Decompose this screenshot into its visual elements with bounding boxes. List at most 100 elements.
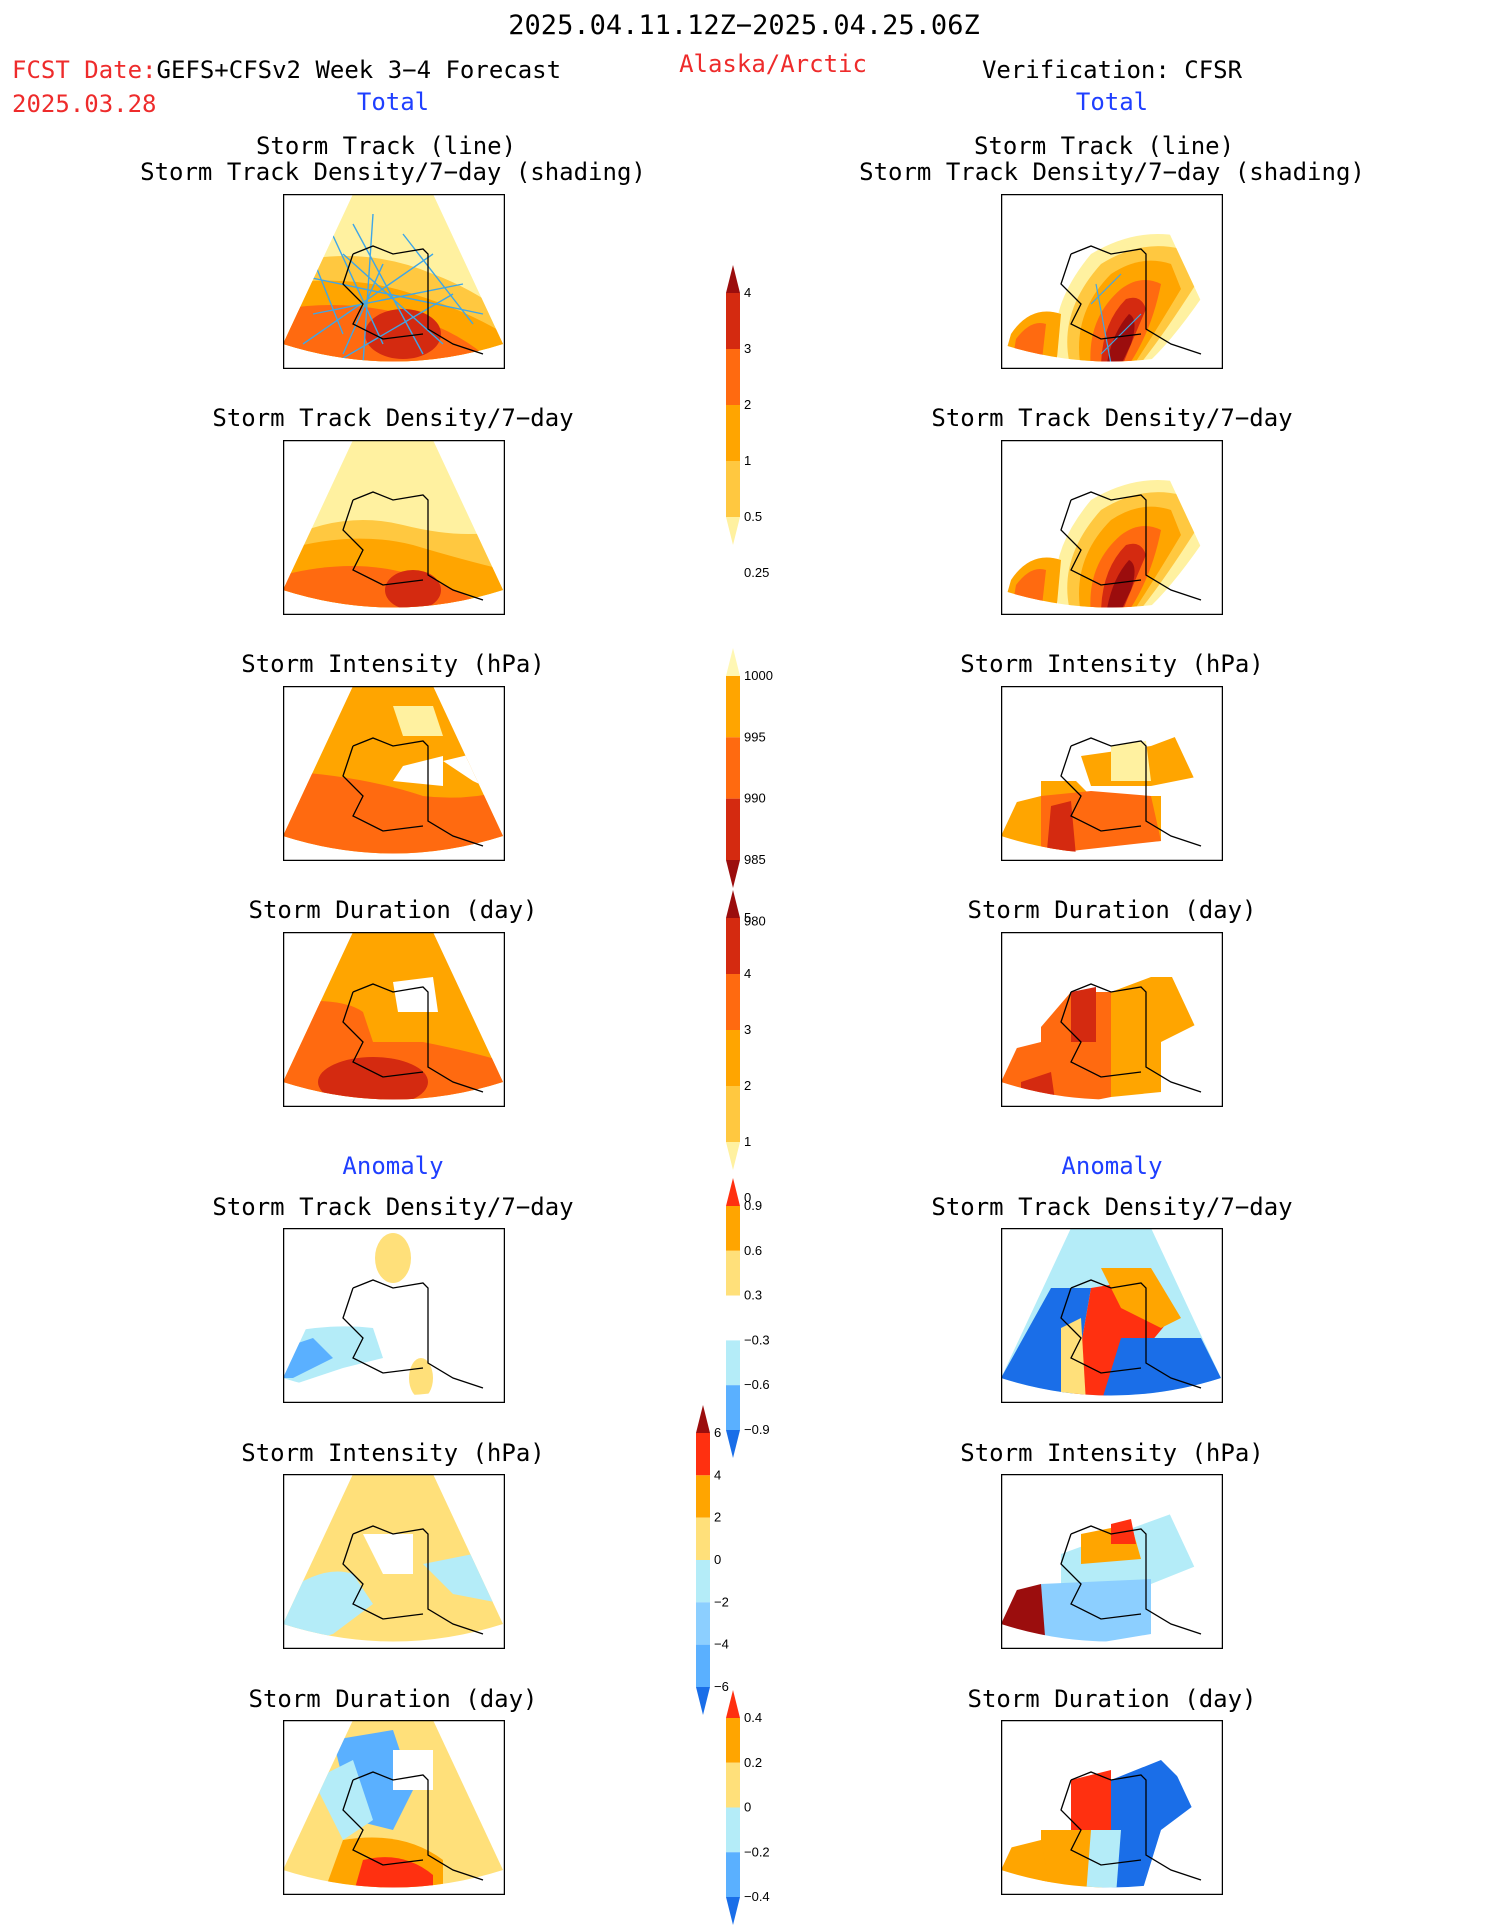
- colorbar-swatch: [726, 1897, 740, 1925]
- colorbar-swatch: [726, 1206, 740, 1251]
- fcst-anom-duration-map: [283, 1720, 505, 1895]
- fcst-anom-intensity-map: [283, 1474, 505, 1649]
- colorbar-swatch: [696, 1405, 710, 1433]
- colorbar-tick-label: 3: [744, 341, 751, 356]
- cfsr-anom-density-title: Storm Track Density/7−day: [931, 1193, 1293, 1221]
- fcst-track-density-map: [283, 194, 505, 369]
- colorbar-tick-label: −2: [714, 1594, 729, 1609]
- verification-label: Verification: CFSR: [981, 56, 1243, 84]
- forecast-total-label: Total: [356, 88, 430, 116]
- region-label: Alaska/Arctic: [679, 50, 867, 78]
- colorbar-swatch: [696, 1644, 710, 1687]
- cfsr-anom-intensity-map: [1001, 1474, 1223, 1649]
- cfsr-track-density-title: Storm Track Density/7−day: [931, 404, 1293, 432]
- colorbar-swatch: [726, 1690, 740, 1718]
- verification-anomaly-label: Anomaly: [1061, 1152, 1163, 1180]
- colorbar-tick-label: −0.4: [744, 1889, 770, 1904]
- colorbar-tick-label: −0.3: [744, 1332, 770, 1347]
- colorbar-tick-label: 0: [714, 1552, 721, 1567]
- colorbar-tick-label: 1: [744, 1134, 751, 1149]
- colorbar-duration: 5 4 3 2 1 0: [726, 890, 751, 1205]
- cfsr-duration-title: Storm Duration (day): [967, 896, 1257, 924]
- colorbar-swatch: [726, 1385, 740, 1430]
- fcst-duration-title: Storm Duration (day): [248, 896, 538, 924]
- fcst-model: GEFS+CFSv2 Week 3−4 Forecast: [156, 56, 562, 84]
- colorbar-swatch: [726, 860, 740, 888]
- colorbar-tick-label: 6: [714, 1425, 721, 1440]
- colorbar-swatch: [726, 1178, 740, 1206]
- fcst-track-line-title: Storm Track (line): [255, 132, 517, 160]
- cfsr-track-density-shading-title: Storm Track Density/7−day (shading): [859, 158, 1365, 186]
- colorbar-tick-label: 0.2: [744, 1755, 762, 1770]
- colorbar-swatch: [726, 293, 740, 349]
- colorbar-swatch: [726, 648, 740, 676]
- colorbar-swatch: [696, 1433, 710, 1476]
- cfsr-intensity-map: [1001, 686, 1223, 861]
- forecast-anomaly-label: Anomaly: [342, 1152, 444, 1180]
- colorbar-tick-label: 0: [744, 1190, 751, 1205]
- colorbar-tick-label: −0.2: [744, 1844, 770, 1859]
- colorbar-swatch: [726, 1030, 740, 1086]
- colorbar-swatch: [726, 1430, 740, 1458]
- colorbar-tick-label: 0.5: [744, 509, 762, 524]
- cfsr-anom-duration-title: Storm Duration (day): [967, 1685, 1257, 1713]
- colorbar-swatch: [726, 265, 740, 293]
- fcst-intensity-map: [283, 686, 505, 861]
- colorbar-swatch: [726, 1086, 740, 1142]
- colorbar-tick-label: 990: [744, 791, 766, 806]
- colorbar-tick-label: −6: [714, 1679, 729, 1694]
- colorbar-anom-intensity: 6 4 2 0 −2 −4 −6: [696, 1405, 729, 1715]
- colorbar-swatch: [726, 1718, 740, 1763]
- fcst-label: FCST Date:: [12, 56, 157, 84]
- cfsr-density-map: [1001, 440, 1223, 615]
- colorbar-tick-label: 4: [744, 285, 751, 300]
- colorbar-swatch: [726, 1852, 740, 1897]
- colorbar-tick-label: 2: [744, 397, 751, 412]
- colorbar-tick-label: 0.6: [744, 1243, 762, 1258]
- cfsr-intensity-title: Storm Intensity (hPa): [960, 650, 1264, 678]
- cfsr-anom-intensity-title: Storm Intensity (hPa): [960, 1439, 1264, 1467]
- colorbar-anom-duration: 0.4 0.2 0 −0.2 −0.4: [726, 1690, 770, 1925]
- colorbar-swatch: [726, 1762, 740, 1808]
- fcst-intensity-title: Storm Intensity (hPa): [241, 650, 545, 678]
- fcst-date-label: FCST Date:GEFS+CFSv2 Week 3−4 Forecast: [12, 56, 561, 84]
- cfsr-track-density-map: [1001, 194, 1223, 369]
- colorbar-tick-label: −0.6: [744, 1377, 770, 1392]
- colorbar-swatch: [726, 517, 740, 545]
- colorbar-swatch: [726, 890, 740, 918]
- colorbar-swatch: [696, 1602, 710, 1645]
- colorbar-tick-label: 3: [744, 1022, 751, 1037]
- fcst-track-density-shading-title: Storm Track Density/7−day (shading): [140, 158, 646, 186]
- colorbar-tick-label: 995: [744, 729, 766, 744]
- colorbar-swatch: [696, 1475, 710, 1518]
- fcst-density-map: [283, 440, 505, 615]
- colorbar-swatch: [696, 1560, 710, 1603]
- colorbar-density: 4 3 2 1 0.5 0.25: [726, 265, 769, 580]
- colorbar-tick-label: −0.9: [744, 1422, 770, 1437]
- colorbar-swatch: [726, 1807, 740, 1853]
- colorbar-tick-label: 0.25: [744, 565, 769, 580]
- colorbar-swatch: [726, 349, 740, 405]
- colorbar-swatch: [726, 461, 740, 517]
- colorbar-intensity: 1000 995 990 985 980: [726, 648, 773, 928]
- fcst-track-density-title: Storm Track Density/7−day: [212, 404, 574, 432]
- fcst-anom-intensity-title: Storm Intensity (hPa): [241, 1439, 545, 1467]
- cfsr-track-line-title: Storm Track (line): [973, 132, 1235, 160]
- colorbar-anom-density: 0.9 0.6 0.3 −0.3 −0.6 −0.9: [726, 1178, 770, 1458]
- colorbar-swatch: [726, 974, 740, 1030]
- colorbar-swatch: [726, 405, 740, 461]
- colorbar-tick-label: −4: [714, 1637, 729, 1652]
- colorbar-tick-label: 2: [744, 1078, 751, 1093]
- colorbar-swatch: [696, 1687, 710, 1715]
- colorbar-swatch: [726, 1142, 740, 1170]
- verification-total-label: Total: [1075, 88, 1149, 116]
- colorbar-swatch: [726, 737, 740, 799]
- period-title: 2025.04.11.12Z−2025.04.25.06Z: [508, 10, 980, 41]
- fcst-duration-map: [283, 932, 505, 1107]
- colorbar-tick-label: 0.4: [744, 1710, 762, 1725]
- cfsr-anom-density-map: [1001, 1228, 1223, 1403]
- colorbar-tick-label: 1: [744, 453, 751, 468]
- colorbar-swatch: [726, 1295, 740, 1341]
- colorbar-tick-label: 5: [744, 910, 751, 925]
- colorbar-swatch: [726, 676, 740, 738]
